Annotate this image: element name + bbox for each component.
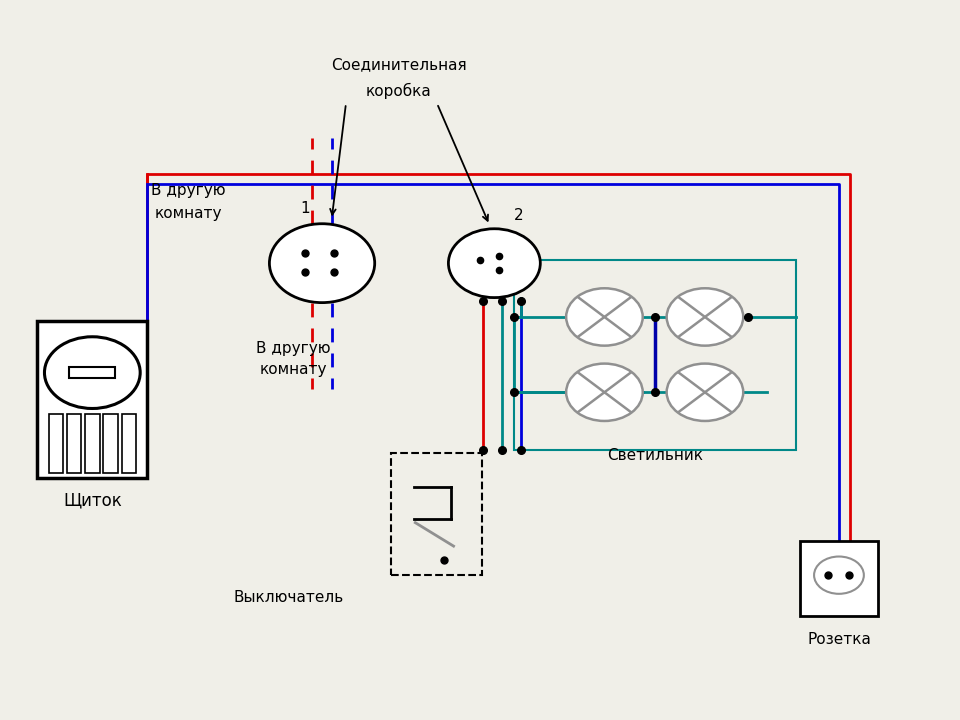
Circle shape bbox=[666, 288, 743, 346]
Circle shape bbox=[44, 337, 140, 408]
Text: В другую: В другую bbox=[151, 183, 226, 198]
Bar bbox=[800, 541, 878, 616]
Bar bbox=[85, 414, 100, 472]
Bar bbox=[122, 414, 136, 472]
Bar bbox=[514, 260, 796, 450]
Text: комнату: комнату bbox=[155, 206, 222, 221]
Text: комнату: комнату bbox=[259, 362, 327, 377]
Circle shape bbox=[814, 557, 864, 594]
Bar bbox=[104, 414, 118, 472]
Text: Выключатель: Выключатель bbox=[233, 590, 344, 606]
Bar bbox=[49, 414, 63, 472]
Circle shape bbox=[666, 364, 743, 421]
Text: 2: 2 bbox=[514, 208, 523, 223]
Bar bbox=[69, 367, 115, 379]
Bar bbox=[392, 453, 482, 575]
Circle shape bbox=[270, 224, 374, 302]
Text: Щиток: Щиток bbox=[63, 492, 122, 510]
Text: коробка: коробка bbox=[366, 83, 431, 99]
Circle shape bbox=[566, 364, 643, 421]
Bar bbox=[67, 414, 82, 472]
Circle shape bbox=[448, 229, 540, 297]
Text: В другую: В другую bbox=[256, 341, 330, 356]
Text: Светильник: Светильник bbox=[607, 449, 703, 464]
Bar bbox=[37, 320, 148, 478]
Text: Розетка: Розетка bbox=[807, 631, 871, 647]
Text: 1: 1 bbox=[300, 201, 310, 216]
Circle shape bbox=[566, 288, 643, 346]
Text: Соединительная: Соединительная bbox=[331, 58, 467, 73]
